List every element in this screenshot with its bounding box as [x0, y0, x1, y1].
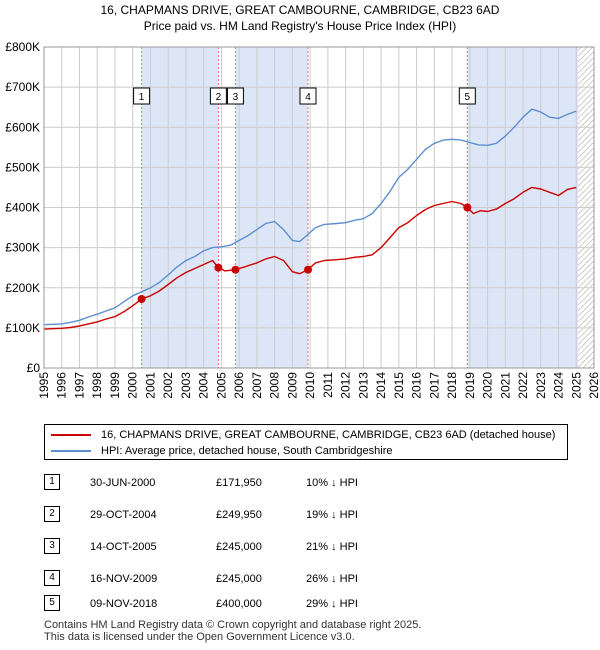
table-row: 1 30-JUN-2000 £171,950 10% ↓ HPI	[44, 474, 584, 492]
x-tick-label: 2012	[339, 372, 353, 399]
table-row: 2 29-OCT-2004 £249,950 19% ↓ HPI	[44, 506, 584, 524]
legend-swatch-hpi	[51, 450, 91, 453]
table-row: 5 09-NOV-2018 £400,000 29% ↓ HPI	[44, 595, 584, 613]
property-series-line	[43, 186, 577, 330]
sale-number-badge: 1	[44, 474, 60, 490]
plot-frame	[43, 46, 595, 369]
sale-number-label: 1	[139, 92, 145, 103]
sale-price: £245,000	[216, 573, 262, 585]
y-tick-label: £400K	[5, 201, 40, 215]
sale-number-box	[209, 87, 227, 105]
x-tick-label: 2015	[392, 372, 406, 399]
sale-hpi-diff: 29% ↓ HPI	[306, 598, 358, 610]
legend-label-hpi: HPI: Average price, detached house, Sout…	[101, 445, 393, 457]
x-tick-label: 2021	[498, 372, 512, 399]
x-tick-label: 2007	[250, 372, 264, 399]
sale-date: 09-NOV-2018	[90, 598, 158, 610]
y-tick-label: £100K	[5, 321, 40, 335]
legend-label-property: 16, CHAPMANS DRIVE, GREAT CAMBOURNE, CAM…	[101, 429, 556, 441]
sale-number-badge: 2	[44, 506, 60, 522]
sale-number-badge: 3	[44, 538, 60, 554]
legend-swatch-property	[51, 434, 91, 437]
hpi-series-line	[43, 108, 577, 326]
x-tick-label: 2019	[463, 372, 477, 399]
y-tick-label: £0	[27, 361, 41, 375]
sale-number-box	[299, 87, 317, 105]
sale-number-box	[458, 87, 476, 105]
x-tick-label: 2014	[374, 372, 388, 399]
sale-date: 16-NOV-2009	[90, 573, 158, 585]
y-tick-label: £300K	[5, 241, 40, 255]
chart-legend: 16, CHAPMANS DRIVE, GREAT CAMBOURNE, CAM…	[44, 424, 568, 460]
sale-point	[214, 263, 223, 272]
x-tick-label: 2022	[516, 372, 530, 399]
sale-number-label: 5	[465, 92, 471, 103]
sale-price: £245,000	[216, 541, 262, 553]
sale-number-box	[133, 87, 151, 105]
sale-number-label: 3	[233, 92, 239, 103]
sale-point	[231, 265, 240, 274]
x-tick-label: 2011	[321, 372, 335, 398]
table-row: 4 16-NOV-2009 £245,000 26% ↓ HPI	[44, 570, 584, 588]
x-tick-label: 1997	[72, 372, 86, 399]
y-tick-label: £700K	[5, 80, 40, 94]
x-tick-label: 2016	[410, 372, 424, 399]
table-row: 3 14-OCT-2005 £245,000 21% ↓ HPI	[44, 538, 584, 556]
sale-price: £400,000	[216, 598, 262, 610]
sale-hpi-diff: 10% ↓ HPI	[306, 477, 358, 489]
legend-item-property: 16, CHAPMANS DRIVE, GREAT CAMBOURNE, CAM…	[51, 427, 555, 443]
x-tick-label: 2013	[356, 372, 370, 399]
chart-subtitle: Price paid vs. HM Land Registry's House …	[143, 19, 457, 33]
x-tick-label: 2009	[285, 372, 299, 399]
sale-hpi-diff: 19% ↓ HPI	[306, 509, 358, 521]
chart-title: 16, CHAPMANS DRIVE, GREAT CAMBOURNE, CAM…	[100, 3, 500, 17]
y-tick-label: £200K	[5, 281, 40, 295]
sale-number-badge: 5	[44, 595, 60, 611]
sale-number-box	[226, 87, 244, 105]
x-tick-label: 2017	[427, 372, 441, 399]
sale-hpi-diff: 21% ↓ HPI	[306, 541, 358, 553]
sale-number-label: 2	[216, 92, 222, 103]
x-tick-label: 2010	[303, 372, 317, 399]
sale-price: £249,950	[216, 509, 262, 521]
sale-date: 30-JUN-2000	[90, 477, 156, 489]
x-tick-label: 1995	[37, 372, 51, 399]
sale-date: 14-OCT-2005	[90, 541, 157, 553]
x-tick-label: 2000	[126, 372, 140, 399]
sale-point	[137, 295, 146, 304]
x-tick-label: 2004	[197, 372, 211, 399]
x-tick-label: 1996	[55, 372, 69, 399]
x-tick-label: 2020	[481, 372, 495, 399]
legend-item-hpi: HPI: Average price, detached house, Sout…	[51, 443, 392, 459]
sale-point	[304, 265, 312, 274]
footer-licence: This data is licensed under the Open Gov…	[44, 631, 355, 643]
y-tick-label: £600K	[5, 120, 40, 134]
sale-point	[463, 203, 472, 212]
x-tick-label: 2003	[179, 372, 193, 399]
x-tick-label: 2018	[445, 372, 459, 399]
y-tick-label: £500K	[5, 160, 40, 174]
x-tick-label: 2023	[534, 372, 548, 399]
x-tick-label: 2001	[143, 372, 157, 399]
x-tick-label: 1999	[108, 372, 122, 399]
x-tick-label: 2025	[569, 372, 583, 399]
y-tick-label: £800K	[5, 40, 40, 54]
sale-number-badge: 4	[44, 570, 60, 586]
x-tick-label: 2008	[268, 372, 282, 399]
x-tick-label: 2002	[161, 372, 175, 399]
sale-hpi-diff: 26% ↓ HPI	[306, 573, 358, 585]
x-tick-label: 1998	[90, 372, 104, 399]
sale-price: £171,950	[216, 477, 262, 489]
sale-number-label: 4	[305, 92, 311, 103]
x-tick-label: 2006	[232, 372, 246, 399]
footer-copyright: Contains HM Land Registry data © Crown c…	[44, 619, 422, 631]
x-tick-label: 2026	[587, 372, 600, 399]
x-tick-label: 2024	[552, 372, 566, 399]
sale-date: 29-OCT-2004	[90, 509, 157, 521]
x-tick-label: 2005	[214, 372, 228, 399]
